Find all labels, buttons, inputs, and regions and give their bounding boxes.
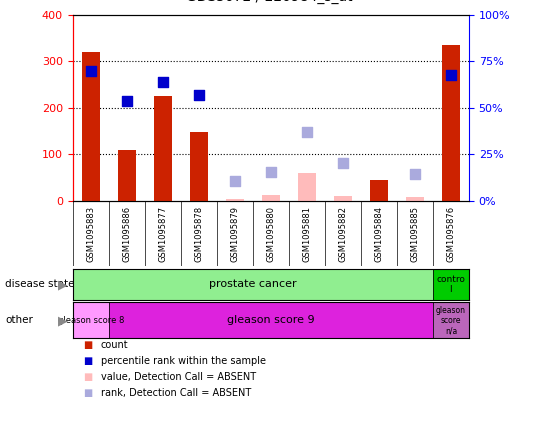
Bar xyxy=(73,302,109,338)
Bar xyxy=(406,197,424,201)
Text: ■: ■ xyxy=(84,388,93,398)
Bar xyxy=(226,199,244,201)
Text: GSM1095883: GSM1095883 xyxy=(86,206,95,262)
Text: rank, Detection Call = ABSENT: rank, Detection Call = ABSENT xyxy=(101,388,251,398)
Bar xyxy=(226,199,244,201)
Text: count: count xyxy=(101,340,128,350)
Bar xyxy=(298,173,316,201)
Text: GSM1095879: GSM1095879 xyxy=(230,206,239,262)
Text: ■: ■ xyxy=(84,372,93,382)
Bar xyxy=(82,52,100,201)
Text: gleason score 8: gleason score 8 xyxy=(58,316,124,325)
Text: GSM1095884: GSM1095884 xyxy=(375,206,383,262)
Text: GSM1095878: GSM1095878 xyxy=(195,206,203,262)
Text: percentile rank within the sample: percentile rank within the sample xyxy=(101,356,266,366)
Text: GDS5072 / 220984_s_at: GDS5072 / 220984_s_at xyxy=(186,0,353,4)
Point xyxy=(231,178,239,185)
Bar xyxy=(406,197,424,201)
Text: GSM1095880: GSM1095880 xyxy=(266,206,275,262)
Point xyxy=(447,72,455,79)
Text: contro
l: contro l xyxy=(437,275,465,294)
Bar xyxy=(442,45,460,201)
Point xyxy=(338,159,347,166)
Text: GSM1095876: GSM1095876 xyxy=(446,206,455,262)
Text: GSM1095885: GSM1095885 xyxy=(410,206,419,262)
Point xyxy=(195,91,203,98)
Bar xyxy=(262,195,280,201)
Text: ▶: ▶ xyxy=(58,314,67,327)
Text: gleason score 9: gleason score 9 xyxy=(227,316,315,325)
Text: GSM1095877: GSM1095877 xyxy=(158,206,167,262)
Point xyxy=(86,67,95,74)
Text: GSM1095881: GSM1095881 xyxy=(302,206,312,262)
Bar xyxy=(334,196,352,201)
Text: ■: ■ xyxy=(84,356,93,366)
Bar xyxy=(190,132,208,201)
Point xyxy=(122,97,131,104)
Text: ▶: ▶ xyxy=(58,278,67,291)
Text: GSM1095886: GSM1095886 xyxy=(122,206,132,262)
Bar xyxy=(109,302,433,338)
Bar xyxy=(334,196,352,201)
Point xyxy=(302,129,311,135)
Text: GSM1095882: GSM1095882 xyxy=(338,206,347,262)
Bar xyxy=(262,195,280,201)
Text: other: other xyxy=(5,316,33,325)
Point xyxy=(411,170,419,177)
Bar xyxy=(433,269,469,300)
Bar xyxy=(298,173,316,201)
Point xyxy=(267,169,275,176)
Text: gleason
score
n/a: gleason score n/a xyxy=(436,305,466,335)
Point xyxy=(158,79,167,85)
Text: ■: ■ xyxy=(84,340,93,350)
Text: value, Detection Call = ABSENT: value, Detection Call = ABSENT xyxy=(101,372,256,382)
Text: prostate cancer: prostate cancer xyxy=(209,280,296,289)
Bar xyxy=(154,96,172,201)
Bar xyxy=(118,150,136,201)
Bar xyxy=(433,302,469,338)
Bar xyxy=(370,179,388,201)
Text: disease state: disease state xyxy=(5,280,75,289)
